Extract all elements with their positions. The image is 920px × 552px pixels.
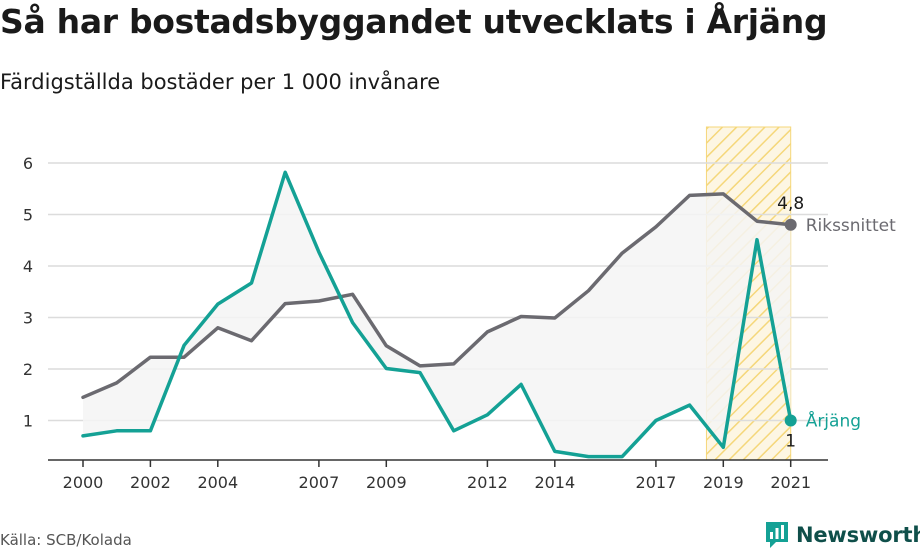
x-tick-label: 2017 bbox=[636, 473, 677, 492]
x-tick-label: 2014 bbox=[534, 473, 575, 492]
brand-logo: Newsworthy bbox=[764, 520, 920, 550]
chart-title: Så har bostadsbyggandet utvecklats i Årj… bbox=[0, 2, 828, 41]
series-end-value: 4,8 bbox=[777, 194, 804, 214]
y-tick-label: 3 bbox=[23, 309, 33, 328]
series-end-point bbox=[784, 218, 797, 231]
x-tick-label: 2009 bbox=[366, 473, 407, 492]
series-line-rikssnittet bbox=[81, 192, 793, 400]
brand-name: Newsworthy bbox=[796, 523, 920, 547]
x-tick-label: 2007 bbox=[299, 473, 340, 492]
y-tick-label: 4 bbox=[23, 257, 33, 276]
chart-subtitle: Färdigställda bostäder per 1 000 invånar… bbox=[0, 70, 441, 94]
x-tick-label: 2021 bbox=[770, 473, 811, 492]
x-tick-label: 2019 bbox=[703, 473, 744, 492]
x-tick-label: 2004 bbox=[197, 473, 238, 492]
y-tick-label: 1 bbox=[23, 412, 33, 431]
y-tick-label: 2 bbox=[23, 360, 33, 379]
series-line-arjang bbox=[81, 170, 793, 459]
source-note: Källa: SCB/Kolada bbox=[0, 531, 132, 549]
x-tick-label: 2000 bbox=[63, 473, 104, 492]
newsworthy-logo-icon bbox=[766, 522, 788, 548]
line-chart: 1 2 3 4 5 6 2000 2002 2004 2007 2009 2012 2014 2017 2… bbox=[23, 126, 896, 492]
difference-area bbox=[83, 172, 791, 457]
series-name-label: Årjäng bbox=[806, 410, 861, 432]
series-end-value: 1 bbox=[785, 432, 796, 452]
y-tick-label: 5 bbox=[23, 206, 33, 225]
series-end-point bbox=[784, 414, 797, 427]
x-tick-label: 2012 bbox=[467, 473, 508, 492]
y-tick-label: 6 bbox=[23, 154, 33, 173]
series-name-label: Rikssnittet bbox=[806, 216, 896, 236]
x-tick-label: 2002 bbox=[130, 473, 171, 492]
